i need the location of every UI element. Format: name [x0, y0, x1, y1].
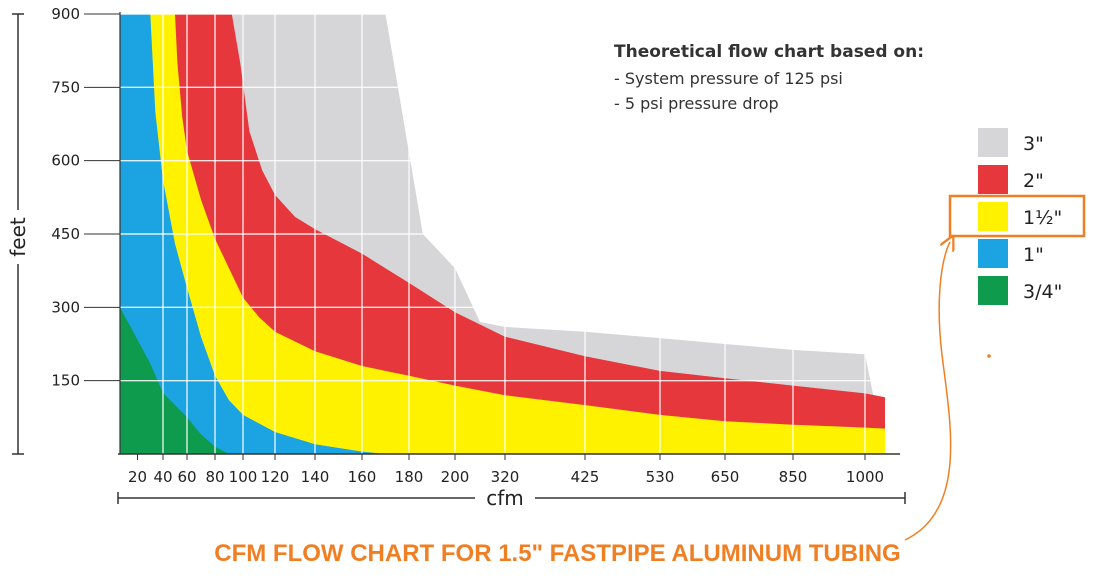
x-tick-label: 120 [261, 468, 290, 486]
y-axis-title: feet [6, 217, 30, 257]
x-tick-label: 40 [153, 468, 172, 486]
x-axis-title-bg [475, 488, 535, 510]
x-tick-label: 850 [779, 468, 808, 486]
x-tick-label: 425 [571, 468, 600, 486]
x-axis-title: cfm [486, 486, 524, 510]
x-tick-label: 140 [301, 468, 330, 486]
x-tick-label: 320 [491, 468, 520, 486]
area-2-pipe [120, 14, 885, 454]
legend-swatch-1 [978, 239, 1008, 268]
legend-swatch-3 [978, 128, 1008, 157]
x-tick-label: 60 [177, 468, 196, 486]
chart-caption: CFM FLOW CHART FOR 1.5" FASTPIPE ALUMINU… [214, 540, 901, 567]
y-tick-label: 450 [51, 225, 80, 243]
y-tick-label: 750 [51, 78, 80, 96]
x-tick-label: 180 [395, 468, 424, 486]
x-tick-label: 100 [229, 468, 258, 486]
y-tick-label: 900 [51, 5, 80, 23]
legend-label-34: 3/4" [1023, 281, 1062, 303]
note-title: Theoretical flow chart based on: [614, 42, 924, 62]
legend-label-3: 3" [1023, 133, 1044, 155]
x-tick-label: 20 [128, 468, 147, 486]
legend-swatch-1 [978, 202, 1008, 231]
annotation-dot [987, 354, 991, 358]
x-tick-label: 160 [348, 468, 377, 486]
x-tick-label: 530 [646, 468, 675, 486]
x-tick-label: 1000 [846, 468, 884, 486]
area-34-pipe [120, 307, 229, 454]
legend-swatch-34 [978, 276, 1008, 305]
legend-swatch-2 [978, 165, 1008, 194]
legend-label-1: 1½" [1023, 207, 1062, 229]
y-tick-label: 300 [51, 298, 80, 316]
legend-label-1: 1" [1023, 244, 1044, 266]
legend-label-2: 2" [1023, 170, 1044, 192]
note-line: - System pressure of 125 psi [614, 69, 843, 88]
y-axis-title-bg [8, 210, 30, 264]
y-tick-label: 150 [51, 372, 80, 390]
x-tick-label: 650 [711, 468, 740, 486]
note-line: - 5 psi pressure drop [614, 94, 779, 113]
x-tick-label: 200 [441, 468, 470, 486]
y-tick-label: 600 [51, 152, 80, 170]
x-tick-label: 80 [205, 468, 224, 486]
legend-highlight-box [948, 194, 1086, 238]
annotation-arrow [904, 242, 951, 541]
